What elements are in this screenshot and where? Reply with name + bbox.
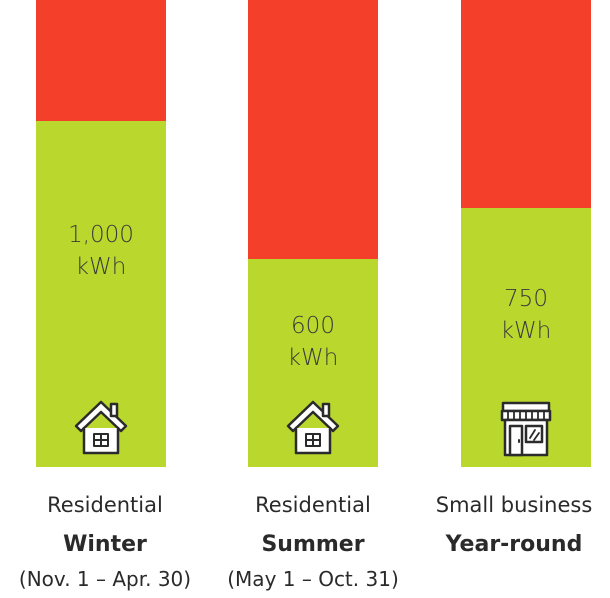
bar-remaining-year-round — [461, 0, 591, 208]
value-number: 600 — [291, 313, 335, 339]
date-range: (Nov. 1 – Apr. 30) — [18, 567, 192, 591]
customer-type: Small business — [435, 493, 593, 517]
season-label: Year-round — [445, 532, 583, 557]
caption-summer: Residential Summer (May 1 – Oct. 31) — [208, 491, 418, 593]
value-number: 1,000 — [68, 222, 134, 248]
value-number: 750 — [504, 286, 548, 312]
caption-winter: Residential Winter (Nov. 1 – Apr. 30) — [0, 491, 210, 593]
season-label: Summer — [261, 532, 365, 557]
value-label-summer: 600 kWh — [248, 310, 378, 374]
bar-column-year-round: 750 kWh — [461, 0, 591, 467]
storefront-icon — [500, 401, 552, 457]
value-label-winter: 1,000 kWh — [36, 219, 166, 283]
value-label-year-round: 750 kWh — [461, 283, 591, 347]
caption-year-round: Small business Year-round — [418, 491, 610, 559]
customer-type: Residential — [255, 493, 371, 517]
date-range: (May 1 – Oct. 31) — [227, 567, 399, 591]
bar-remaining-winter — [36, 0, 166, 122]
season-label: Winter — [63, 532, 147, 557]
value-unit: kWh — [287, 345, 339, 371]
bar-column-summer: 600 kWh — [248, 0, 378, 467]
bar-remaining-summer — [248, 0, 378, 260]
customer-type: Residential — [47, 493, 163, 517]
bar-column-winter: 1,000 kWh — [36, 0, 166, 467]
house-icon — [286, 400, 340, 455]
house-icon — [74, 400, 128, 455]
value-unit: kWh — [75, 254, 127, 280]
value-unit: kWh — [500, 318, 552, 344]
